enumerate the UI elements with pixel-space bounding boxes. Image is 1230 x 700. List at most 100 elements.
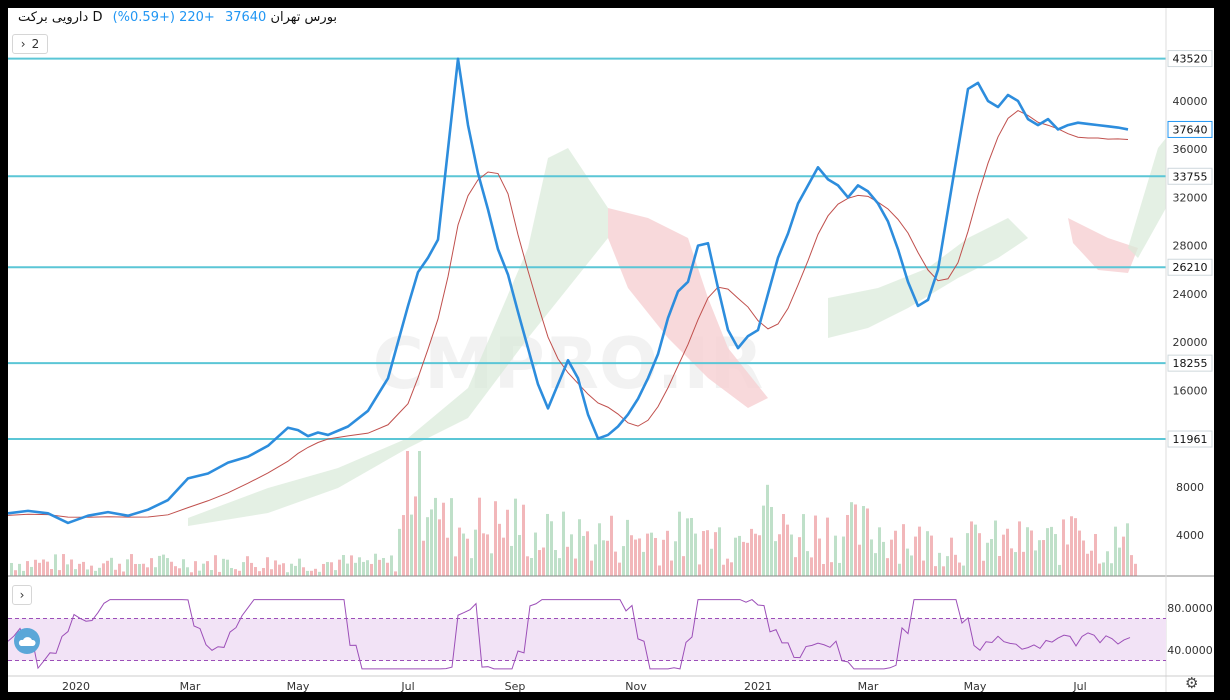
- volume-bar: [658, 565, 661, 576]
- volume-bar: [322, 563, 325, 576]
- volume-bar: [22, 570, 25, 576]
- rsi-tick: 80.0000: [1167, 602, 1213, 615]
- volume-bar: [1090, 550, 1093, 576]
- volume-bar: [366, 560, 369, 576]
- volume-bar: [962, 565, 965, 576]
- volume-bar: [614, 551, 617, 576]
- last-price-label: 37640: [1173, 123, 1208, 136]
- volume-bar: [486, 534, 489, 576]
- volume-bar: [774, 541, 777, 576]
- volume-bar: [1022, 551, 1025, 576]
- level-tag: [1167, 258, 1213, 276]
- volume-bar: [942, 566, 945, 576]
- interval-label[interactable]: D: [92, 10, 103, 25]
- volume-bar: [1130, 555, 1133, 576]
- volume-bar: [854, 504, 857, 576]
- volume-bar: [194, 561, 197, 576]
- volume-bar: [474, 529, 477, 576]
- volume-bar: [334, 570, 337, 576]
- volume-bar: [338, 559, 341, 576]
- volume-bar: [714, 532, 717, 576]
- volume-bar: [382, 557, 385, 576]
- volume-bar: [14, 570, 17, 576]
- volume-bar: [414, 496, 417, 576]
- volume-bar: [1054, 534, 1057, 576]
- volume-bar: [926, 531, 929, 576]
- volume-bar: [218, 571, 221, 576]
- volume-bar: [866, 508, 869, 576]
- volume-bar: [798, 537, 801, 576]
- volume-bar: [170, 561, 173, 576]
- volume-bar: [842, 536, 845, 576]
- volume-bar: [202, 563, 205, 576]
- volume-bar: [430, 509, 433, 576]
- volume-bar: [1122, 536, 1125, 576]
- volume-bar: [886, 558, 889, 576]
- volume-bar: [550, 521, 553, 576]
- price-tick: 4000: [1176, 529, 1204, 542]
- volume-bar: [374, 553, 377, 576]
- volume-bar: [1014, 552, 1017, 576]
- volume-bar: [846, 514, 849, 576]
- chart-canvas[interactable]: CMPRO.IR43520337552621018255119614000036…: [8, 8, 1214, 692]
- volume-bar: [938, 552, 941, 576]
- level-label: 26210: [1173, 261, 1208, 274]
- volume-bar: [282, 563, 285, 576]
- cloud-red-2: [1068, 218, 1138, 273]
- gear-icon[interactable]: ⚙: [1185, 674, 1199, 692]
- volume-bar: [726, 558, 729, 576]
- volume-bar: [446, 537, 449, 576]
- price-tick: 36000: [1173, 143, 1208, 156]
- symbol-header: دارویی برکت D بورس تهران 37640 +220 (+0.…: [18, 10, 337, 25]
- volume-bar: [882, 541, 885, 576]
- volume-bar: [702, 531, 705, 576]
- price-tick: 20000: [1173, 336, 1208, 349]
- volume-bar: [518, 534, 521, 576]
- volume-bar: [982, 560, 985, 576]
- price-tick: 24000: [1173, 288, 1208, 301]
- volume-bar: [42, 559, 45, 576]
- volume-bar: [10, 562, 13, 576]
- volume-bar: [682, 556, 685, 576]
- volume-bar: [606, 540, 609, 576]
- volume-bar: [498, 523, 501, 576]
- volume-bar: [874, 553, 877, 576]
- volume-bar: [970, 521, 973, 576]
- volume-bar: [818, 538, 821, 576]
- volume-bar: [662, 539, 665, 576]
- volume-bar: [778, 534, 781, 576]
- price-change: +220 (+0.59%): [112, 10, 215, 25]
- volume-bar: [582, 535, 585, 576]
- volume-bar: [574, 558, 577, 576]
- volume-bar: [830, 562, 833, 576]
- volume-bar: [290, 563, 293, 576]
- volume-bar: [534, 532, 537, 576]
- volume-bar: [642, 551, 645, 576]
- volume-bar: [822, 563, 825, 576]
- volume-bar: [1042, 540, 1045, 576]
- volume-bar: [646, 533, 649, 576]
- volume-bar: [914, 536, 917, 576]
- volume-bar: [654, 537, 657, 576]
- volume-bar: [590, 560, 593, 576]
- volume-bar: [934, 566, 937, 576]
- volume-bar: [82, 561, 85, 576]
- volume-bar: [1002, 534, 1005, 576]
- volume-bar: [438, 519, 441, 576]
- volume-bar: [386, 562, 389, 576]
- volume-bar: [50, 569, 53, 576]
- symbol-name[interactable]: دارویی برکت: [18, 10, 89, 25]
- collapse-main-button[interactable]: › 2: [12, 34, 48, 54]
- volume-bar: [94, 570, 97, 576]
- collapse-rsi-button[interactable]: ›: [12, 585, 32, 605]
- price-tick: 8000: [1176, 481, 1204, 494]
- volume-bar: [26, 561, 29, 576]
- cloud-green-3: [1128, 138, 1166, 258]
- volume-bar: [998, 556, 1001, 576]
- volume-bar: [530, 557, 533, 576]
- volume-bar: [1034, 550, 1037, 576]
- volume-bar: [1102, 562, 1105, 576]
- volume-bar: [150, 558, 153, 576]
- volume-bar: [626, 519, 629, 576]
- volume-bar: [766, 484, 769, 576]
